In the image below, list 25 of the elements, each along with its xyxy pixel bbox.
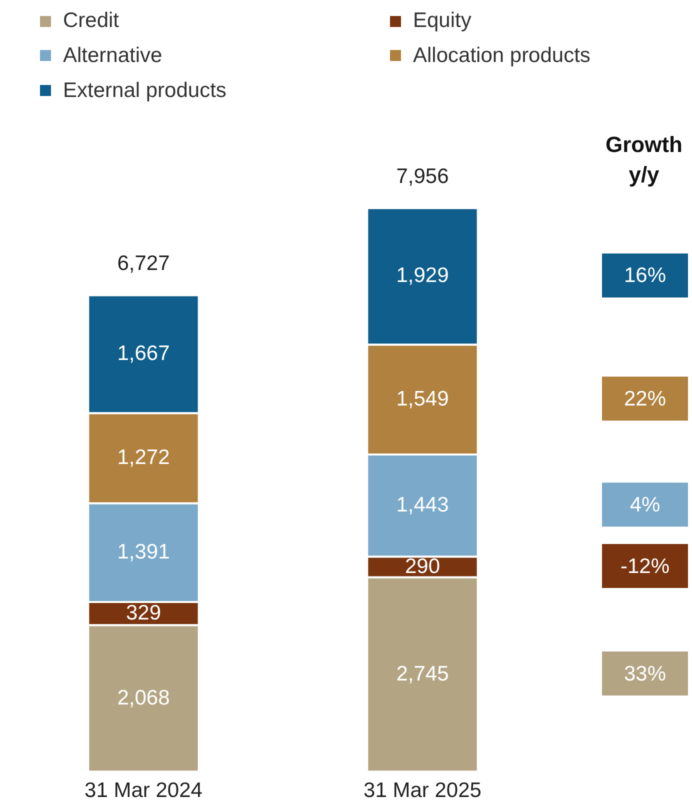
text: 33% <box>624 662 666 686</box>
data-label: 329 <box>126 601 162 624</box>
legend-label: Allocation products <box>413 44 590 68</box>
x-tick-label: 31 Mar 2024 <box>84 779 203 802</box>
data-label: 1,443 <box>396 493 449 516</box>
data-label: 2,068 <box>117 686 170 710</box>
legend-label: External products <box>63 78 226 103</box>
text: -12% <box>620 554 670 578</box>
text: 16% <box>624 264 666 288</box>
text: Growth y/y <box>606 132 682 188</box>
data-label: 1,272 <box>117 446 170 470</box>
legend-label: Alternative <box>63 44 162 68</box>
x-tick-label: 31 Mar 2025 <box>364 779 482 802</box>
data-label: 2,745 <box>396 662 449 686</box>
legend-label: Equity <box>413 9 472 34</box>
text: 4% <box>630 493 660 516</box>
legend-label: Credit <box>63 9 120 34</box>
data-label: 290 <box>404 554 440 578</box>
total-label: 6,727 <box>117 252 170 275</box>
text: 22% <box>624 387 666 410</box>
data-label: 1,391 <box>117 540 170 564</box>
data-label: 1,549 <box>396 387 449 410</box>
data-label: 1,929 <box>396 264 449 288</box>
total-label: 7,956 <box>396 164 449 188</box>
data-label: 1,667 <box>117 342 170 366</box>
